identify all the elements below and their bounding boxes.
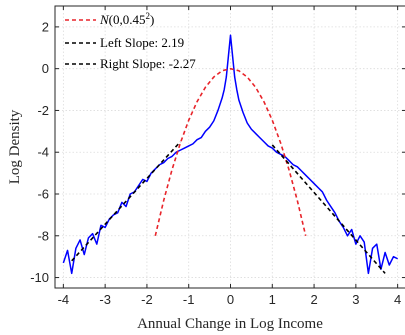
y-tick-label: -6 — [37, 187, 49, 202]
y-axis-title: Log Density — [7, 109, 23, 184]
normal-density-line — [154, 67, 307, 236]
legend-label-left-slope: Left Slope: 2.19 — [100, 35, 184, 50]
x-tick-label: -1 — [183, 292, 195, 307]
left-slope-line — [71, 141, 181, 262]
y-tick-labels: -10 -8 -6 -4 -2 0 2 — [30, 19, 49, 285]
legend-label-normal: N(0,0.452) — [99, 11, 154, 27]
y-tick-label: -10 — [30, 270, 49, 285]
right-slope-line — [271, 144, 386, 274]
y-tick-label: -2 — [37, 103, 49, 118]
legend-label-right-slope: Right Slope: -2.27 — [100, 56, 196, 71]
x-tick-label: -2 — [141, 292, 153, 307]
x-axis-title: Annual Change in Log Income — [137, 316, 323, 332]
x-tick-label: 0 — [227, 292, 234, 307]
y-tick-label: -8 — [37, 228, 49, 243]
series-layer — [62, 34, 398, 275]
x-tick-label: 3 — [352, 292, 359, 307]
y-tick-label: -4 — [37, 145, 49, 160]
x-tick-labels: -4 -3 -2 -1 0 1 2 3 4 — [58, 292, 402, 307]
x-tick-label: -3 — [99, 292, 111, 307]
x-tick-label: 4 — [394, 292, 401, 307]
y-tick-label: 0 — [42, 61, 49, 76]
ticks — [55, 6, 405, 288]
y-tick-label: 2 — [42, 19, 49, 34]
x-tick-label: 2 — [310, 292, 317, 307]
x-tick-label: -4 — [58, 292, 70, 307]
x-tick-label: 1 — [269, 292, 276, 307]
legend: N(0,0.452) Left Slope: 2.19 Right Slope:… — [65, 11, 196, 71]
